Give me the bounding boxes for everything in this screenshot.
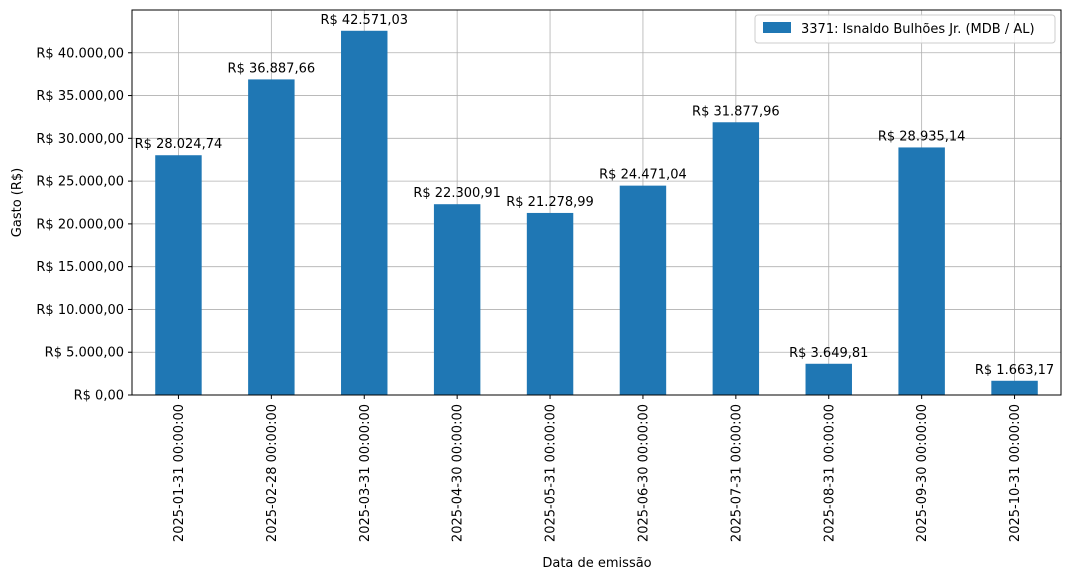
bar-value-labels: R$ 28.024,74 R$ 36.887,66 R$ 42.571,03 R$ 2… [135, 13, 1055, 378]
y-axis-label: Gasto (R$) [10, 168, 25, 237]
y-tick-label: R$ 5.000,00 [45, 346, 124, 361]
bar-value-label: R$ 28.935,14 [878, 129, 966, 144]
bar [341, 30, 388, 395]
bar-value-label: R$ 24.471,04 [599, 168, 687, 183]
x-tick-label: 2025-01-31 00:00:00 [172, 404, 187, 542]
bar [805, 363, 852, 395]
bar-value-label: R$ 22.300,91 [413, 186, 501, 201]
x-axis: 2025-01-31 00:00:00 2025-02-28 00:00:00 20… [172, 395, 1023, 542]
bar-value-label: R$ 3.649,81 [789, 346, 868, 361]
legend-label: 3371: Isnaldo Bulhões Jr. (MDB / AL) [801, 22, 1035, 37]
y-axis: R$ 0,00 R$ 5.000,00 R$ 10.000,00 R$ 15.000,… [36, 46, 132, 404]
bar-value-label: R$ 42.571,03 [320, 13, 408, 28]
y-tick-label: R$ 25.000,00 [36, 175, 124, 190]
bar [526, 212, 574, 395]
x-tick-label: 2025-07-31 00:00:00 [729, 404, 744, 542]
y-tick-label: R$ 0,00 [74, 389, 124, 404]
x-tick-label: 2025-05-31 00:00:00 [544, 404, 559, 542]
bar-value-label: R$ 1.663,17 [975, 363, 1054, 378]
x-tick-label: 2025-08-31 00:00:00 [822, 404, 837, 542]
x-tick-label: 2025-02-28 00:00:00 [265, 404, 280, 542]
y-tick-label: R$ 15.000,00 [36, 260, 124, 275]
bar [155, 155, 202, 395]
legend-swatch [763, 22, 791, 33]
bar [712, 122, 760, 395]
legend-frame [754, 14, 1056, 44]
bar-value-label: R$ 36.887,66 [228, 61, 316, 76]
x-axis-label: Data de emissão [542, 556, 651, 571]
y-tick-label: R$ 20.000,00 [36, 217, 124, 232]
bar-value-label: R$ 28.024,74 [135, 137, 223, 152]
x-tick-label: 2025-06-30 00:00:00 [636, 404, 651, 542]
y-tick-label: R$ 10.000,00 [36, 303, 124, 318]
bar-value-label: R$ 21.278,99 [506, 195, 594, 210]
bar [433, 204, 481, 395]
x-tick-label: 2025-03-31 00:00:00 [358, 404, 373, 542]
bars [155, 30, 1038, 395]
x-tick-label: 2025-10-31 00:00:00 [1008, 404, 1023, 542]
y-tick-label: R$ 35.000,00 [36, 89, 124, 104]
bar-value-label: R$ 31.877,96 [692, 104, 780, 119]
legend: 3371: Isnaldo Bulhões Jr. (MDB / AL) [754, 14, 1056, 44]
x-tick-label: 2025-09-30 00:00:00 [915, 404, 930, 542]
x-tick-label: 2025-04-30 00:00:00 [451, 404, 466, 542]
plot-frame [131, 9, 1062, 396]
y-tick-label: R$ 30.000,00 [36, 132, 124, 147]
bar [248, 79, 295, 395]
y-tick-label: R$ 40.000,00 [36, 46, 124, 61]
bar [991, 380, 1038, 395]
bar [898, 147, 945, 395]
bar [619, 185, 667, 395]
